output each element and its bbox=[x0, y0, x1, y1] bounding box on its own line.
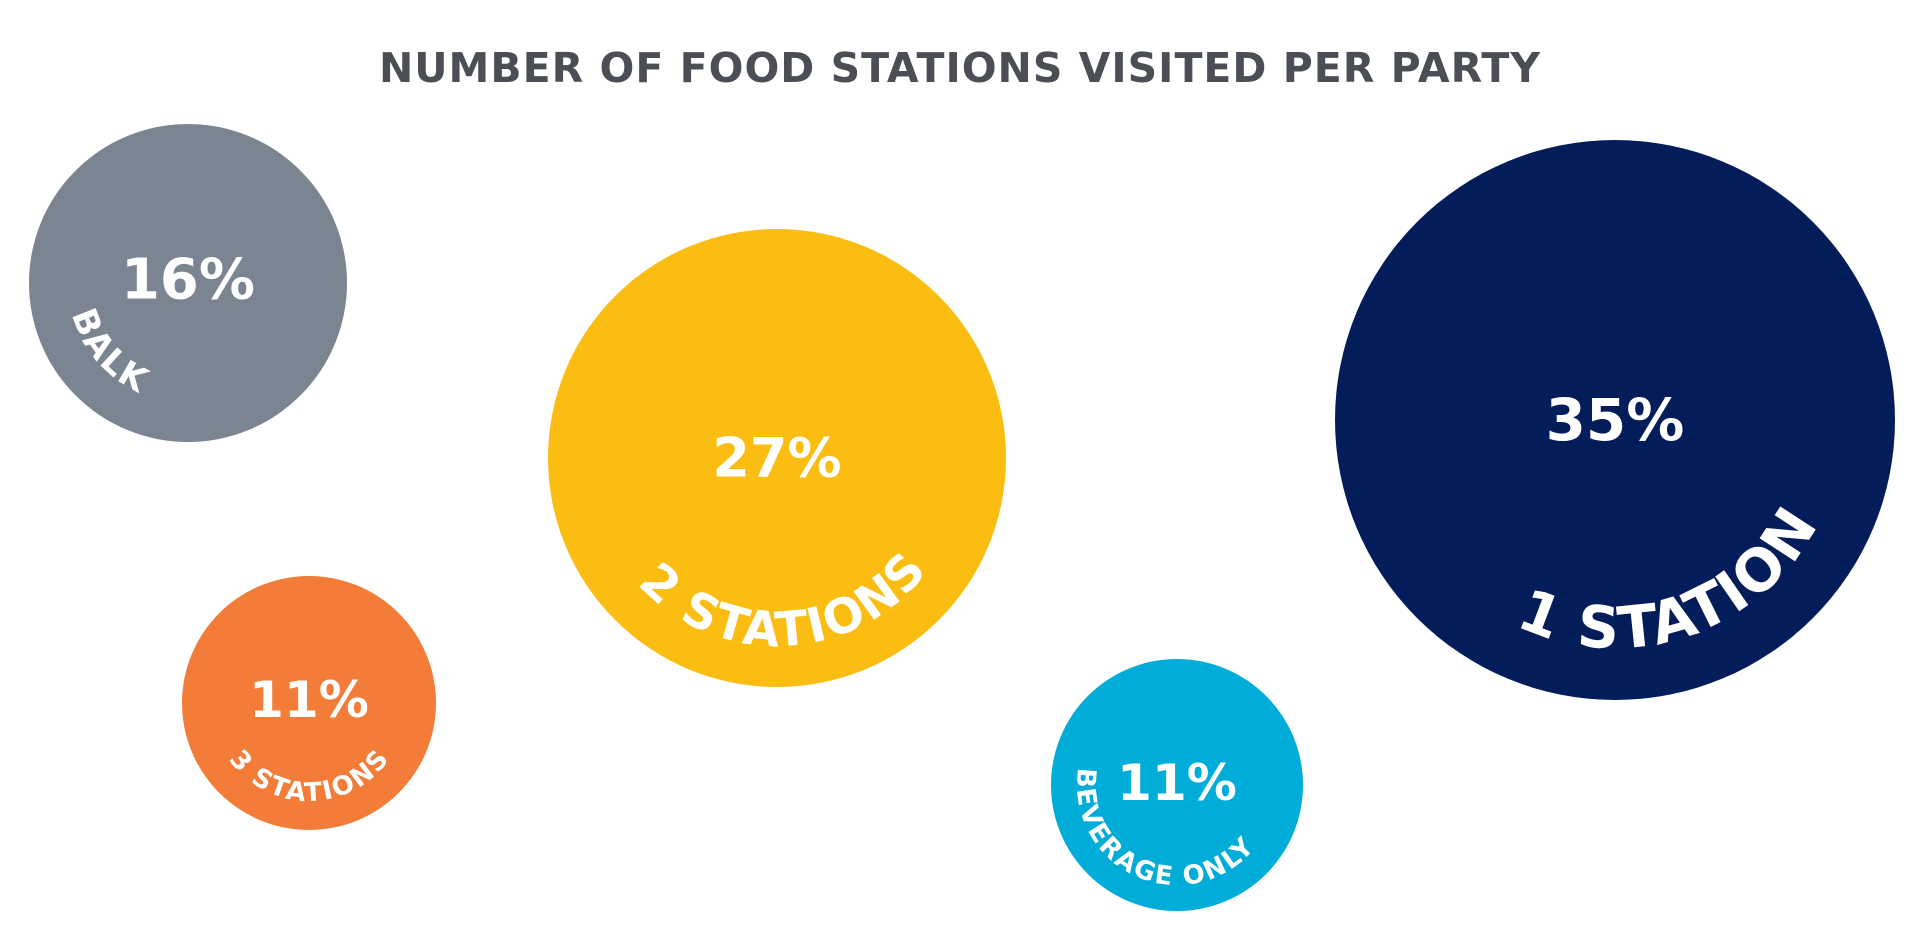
bubble-3-stations: 11%3 STATIONS bbox=[182, 576, 436, 830]
value-label-2-stations: 27% bbox=[712, 427, 841, 490]
bubble-circle-beverage-only bbox=[1051, 659, 1303, 911]
bubble-circle-2-stations bbox=[548, 229, 1006, 687]
bubble-2-stations: 27%2 STATIONS bbox=[548, 229, 1006, 687]
value-label-3-stations: 11% bbox=[249, 671, 369, 729]
value-label-balk: 16% bbox=[121, 248, 255, 313]
bubble-circle-1-station bbox=[1335, 140, 1895, 700]
bubble-balk: 16%BALK bbox=[29, 124, 347, 442]
value-label-beverage-only: 11% bbox=[1117, 754, 1237, 812]
bubble-1-station: 35%1 STATION bbox=[1335, 140, 1895, 700]
bubble-beverage-only: 11%BEVERAGE ONLY bbox=[1051, 659, 1303, 911]
bubble-circle-balk bbox=[29, 124, 347, 442]
value-label-1-station: 35% bbox=[1546, 386, 1685, 454]
chart-title: NUMBER OF FOOD STATIONS VISITED PER PART… bbox=[378, 44, 1542, 92]
bubble-circle-3-stations bbox=[182, 576, 436, 830]
